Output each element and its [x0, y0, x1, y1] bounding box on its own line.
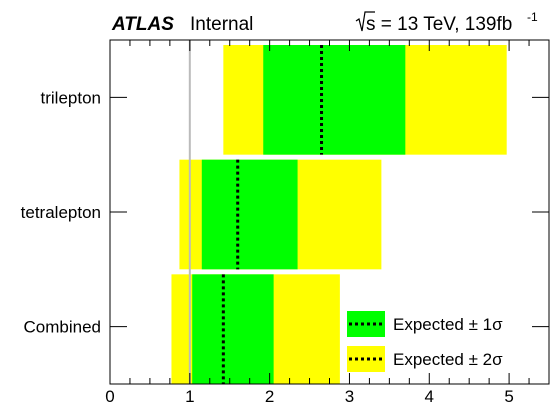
bands-layer: [171, 45, 507, 384]
x-tick-label: 5: [504, 387, 513, 406]
x-tick-label: 2: [265, 387, 274, 406]
x-tick-label: 1: [185, 387, 194, 406]
band-1sigma-tetralepton: [201, 159, 298, 270]
legend-swatch: [347, 346, 385, 372]
labels-layer: 0 1 2 3 4 5 trilepton tetralepton Combined: [21, 88, 514, 406]
legend-label: Expected ± 2σ: [393, 350, 503, 369]
legend-label: Expected ± 1σ: [393, 315, 503, 334]
energy-text: s = 13 TeV, 139fb: [366, 14, 512, 35]
legend-swatch: [347, 311, 385, 337]
band-1sigma-trilepton: [263, 45, 406, 155]
x-tick-label: 4: [425, 387, 434, 406]
category-label-combined: Combined: [24, 318, 102, 337]
category-label-tetralepton: tetralepton: [21, 203, 101, 222]
sqrt-symbol-icon: [355, 11, 375, 32]
expected-layer: [221, 45, 324, 384]
energy-superscript: -1: [527, 10, 538, 24]
experiment-label: ATLAS: [111, 14, 174, 35]
band-1sigma-combined: [192, 274, 274, 384]
energy-label: s = 13 TeV, 139fb -1: [355, 10, 538, 35]
x-tick-label: 0: [105, 387, 114, 406]
legend: Expected ± 1σ Expected ± 2σ: [347, 311, 503, 372]
status-label: Internal: [190, 14, 253, 35]
x-tick-label: 3: [345, 387, 354, 406]
category-label-trilepton: trilepton: [41, 88, 101, 107]
axes-layer: [109, 39, 550, 385]
